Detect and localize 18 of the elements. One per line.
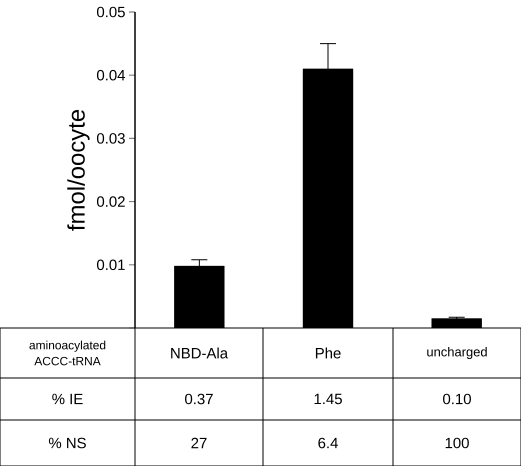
text: aminoacylated ACCC-tRNA xyxy=(29,340,106,366)
y-tick-label: 0.01 xyxy=(96,259,125,270)
text: 0.37 xyxy=(185,394,213,404)
text: % IE xyxy=(52,394,83,404)
text: % NS xyxy=(48,438,86,448)
y-tick-label: 0.05 xyxy=(96,6,125,18)
text: 1.45 xyxy=(314,394,342,404)
y-tick-label: 0.04 xyxy=(96,70,126,80)
text: 100 xyxy=(446,438,469,448)
x-tick-label: uncharged xyxy=(427,346,487,360)
text: 0.10 xyxy=(443,394,471,404)
text: 27 xyxy=(191,438,207,448)
x-tick-label: NBD-Ala xyxy=(171,348,228,358)
y-axis-title: fmol/oocyte xyxy=(67,110,90,231)
text: 6.4 xyxy=(318,438,338,448)
y-tick-label: 0.03 xyxy=(96,133,125,144)
x-tick-label: Phe xyxy=(316,348,341,358)
y-tick-label: 0.02 xyxy=(96,196,125,207)
